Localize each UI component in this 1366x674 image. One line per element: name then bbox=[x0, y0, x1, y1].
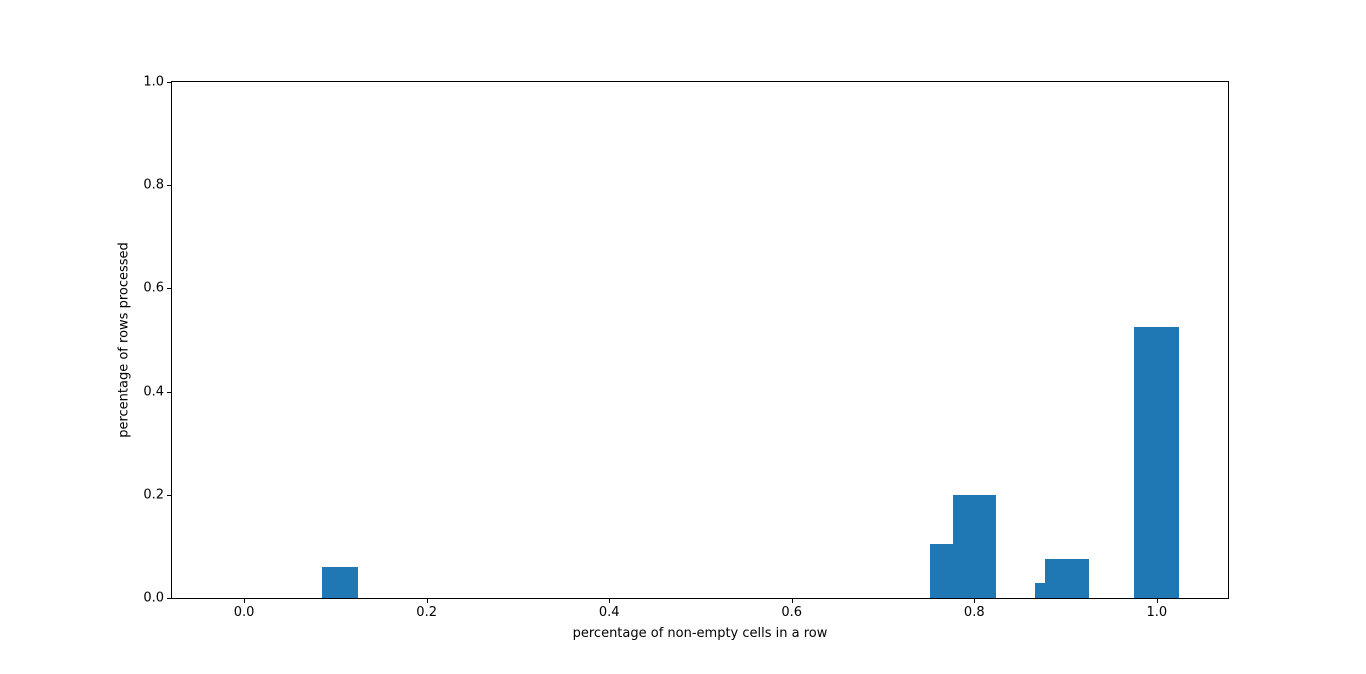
x-tick-label: 0.2 bbox=[416, 605, 437, 620]
x-axis-label: percentage of non-empty cells in a row bbox=[572, 626, 828, 641]
x-tick-label: 0.6 bbox=[781, 605, 803, 620]
y-tick-mark bbox=[167, 288, 171, 290]
y-tick-mark bbox=[167, 82, 171, 83]
y-tick-mark bbox=[167, 391, 171, 393]
bar bbox=[321, 567, 359, 598]
bar bbox=[930, 543, 954, 598]
bar bbox=[1034, 582, 1046, 598]
y-tick-label: 0.6 bbox=[143, 280, 164, 296]
y-tick-label: 0.0 bbox=[143, 590, 164, 606]
x-tick-mark bbox=[974, 599, 976, 603]
x-tick-mark bbox=[426, 599, 428, 603]
y-axis-label: percentage of rows processed bbox=[116, 242, 132, 438]
y-tick-label: 1.0 bbox=[143, 74, 164, 90]
x-tick-mark bbox=[791, 599, 793, 603]
y-tick-mark bbox=[167, 494, 171, 496]
y-tick-label: 0.4 bbox=[143, 384, 164, 400]
y-tick-label: 0.8 bbox=[143, 177, 164, 193]
x-tick-label: 0.8 bbox=[963, 605, 985, 620]
y-tick-label: 0.2 bbox=[143, 487, 164, 503]
bar bbox=[1133, 327, 1179, 598]
y-tick-mark bbox=[167, 598, 171, 599]
plot-area bbox=[171, 81, 1229, 599]
x-tick-mark bbox=[1156, 599, 1158, 603]
x-tick-mark bbox=[609, 599, 611, 603]
bar bbox=[953, 494, 997, 598]
x-tick-label: 0.0 bbox=[233, 605, 255, 620]
x-tick-label: 1.0 bbox=[1146, 605, 1168, 620]
x-tick-mark bbox=[244, 599, 246, 603]
y-tick-mark bbox=[167, 185, 171, 187]
x-tick-label: 0.4 bbox=[598, 605, 620, 620]
bar bbox=[1045, 559, 1090, 598]
